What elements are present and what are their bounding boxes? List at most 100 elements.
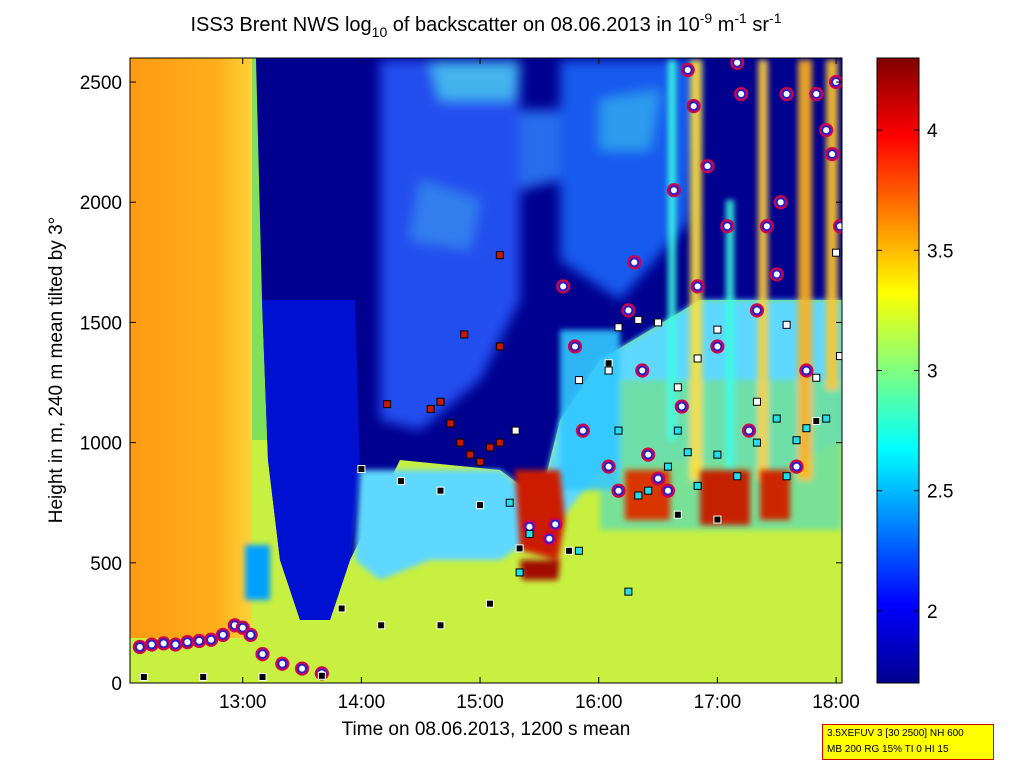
chart-title: ISS3 Brent NWS log10 of backscatter on 0… [190,10,781,40]
marker-square [822,414,831,423]
marker-circle-core [279,660,286,667]
y-tick-label: 2500 [80,73,122,94]
marker-square [792,436,801,445]
marker-square [317,671,326,680]
marker-circle-core [690,103,697,110]
colorbar-tick-label: 2 [927,602,938,623]
x-tick-label: 15:00 [456,692,504,713]
marker-square [673,426,682,435]
marker-square [812,416,821,425]
marker-square [832,248,841,257]
marker-circle-core [837,223,842,230]
info-box-line2: MB 200 RG 15% TI 0 HI 15 [827,744,949,755]
marker-square [634,316,643,325]
marker-square [604,366,613,375]
marker-circle-core [625,307,632,314]
marker-circle-core [526,523,533,530]
marker-circle-core [631,259,638,266]
marker-square [604,359,613,368]
marker-square [495,251,504,260]
marker-circle-core [219,631,226,638]
marker-square [485,599,494,608]
marker-square [673,383,682,392]
y-tick-label: 2000 [80,193,122,214]
marker-square [574,546,583,555]
y-tick-label: 0 [111,674,122,695]
marker-square [812,373,821,382]
marker-circle-core [777,199,784,206]
marker-square [199,672,208,681]
marker-circle-core [572,343,578,350]
marker-square [485,443,494,452]
info-box-line1: 3.5XEFUV 3 [30 2500] NH 600 [827,728,964,739]
marker-circle-core [259,651,266,658]
marker-square [713,515,722,524]
marker-square [139,672,148,681]
y-tick-label: 500 [90,554,122,575]
marker-circle-core [678,403,685,410]
marker-circle-core [645,451,652,458]
marker-square [460,330,469,339]
x-axis: 13:00 14:00 15:00 16:00 17:00 18:00 [219,58,860,713]
marker-circle-core [734,59,741,66]
marker-circle-core [684,67,691,74]
marker-circle-core [724,223,731,230]
marker-square [258,672,267,681]
marker-square [515,544,524,553]
x-axis-label: Time on 08.06.2013, 1200 s mean [342,719,631,740]
marker-square [396,477,405,486]
marker-square [337,604,346,613]
marker-square [466,450,475,459]
marker-circle-core [704,163,711,170]
marker-square [654,318,663,327]
marker-circle-core [670,187,677,194]
colorbar-ticks: 2 2.5 3 3.5 4 [877,121,953,623]
marker-square [505,498,514,507]
marker-square [574,376,583,385]
colorbar-tick-label: 3.5 [927,241,953,262]
marker-circle-core [823,127,830,134]
marker-square [634,491,643,500]
x-tick-label: 16:00 [575,692,623,713]
marker-square [515,568,524,577]
marker-circle-core [753,307,760,314]
marker-square [436,486,445,495]
marker-circle-core [546,535,553,542]
y-axis-label: Height in m, 240 m mean tilted by 3° [46,217,67,523]
x-tick-label: 13:00 [219,692,267,713]
marker-circle-core [773,271,780,278]
marker-circle-core [247,631,254,638]
info-box: 3.5XEFUV 3 [30 2500] NH 600 MB 200 RG 15… [822,724,994,760]
data-markers [132,58,842,681]
marker-square [446,419,455,428]
marker-circle-core [829,151,836,158]
marker-circle-core [694,283,701,290]
marker-square [511,426,520,435]
marker-circle-core [813,91,820,98]
marker-square [436,621,445,630]
marker-circle-core [136,643,143,650]
marker-circle-core [793,463,800,470]
x-tick-label: 17:00 [694,692,742,713]
marker-square [495,342,504,351]
marker-circle-core [208,636,215,643]
marker-circle-core [746,427,753,434]
marker-circle-core [783,91,790,98]
plot-frame [129,57,843,684]
marker-circle-core [803,367,810,374]
marker-square [614,323,623,332]
marker-circle-core [714,343,721,350]
marker-square [456,438,465,447]
marker-square [495,438,504,447]
marker-square [733,472,742,481]
marker-square [782,472,791,481]
colorbar [876,57,920,684]
marker-square [436,397,445,406]
marker-square [624,587,633,596]
marker-square [377,621,386,630]
marker-circle-core [239,624,246,631]
marker-square [673,510,682,519]
marker-square [357,465,366,474]
marker-circle-core [148,641,155,648]
marker-circle-core [763,223,770,230]
